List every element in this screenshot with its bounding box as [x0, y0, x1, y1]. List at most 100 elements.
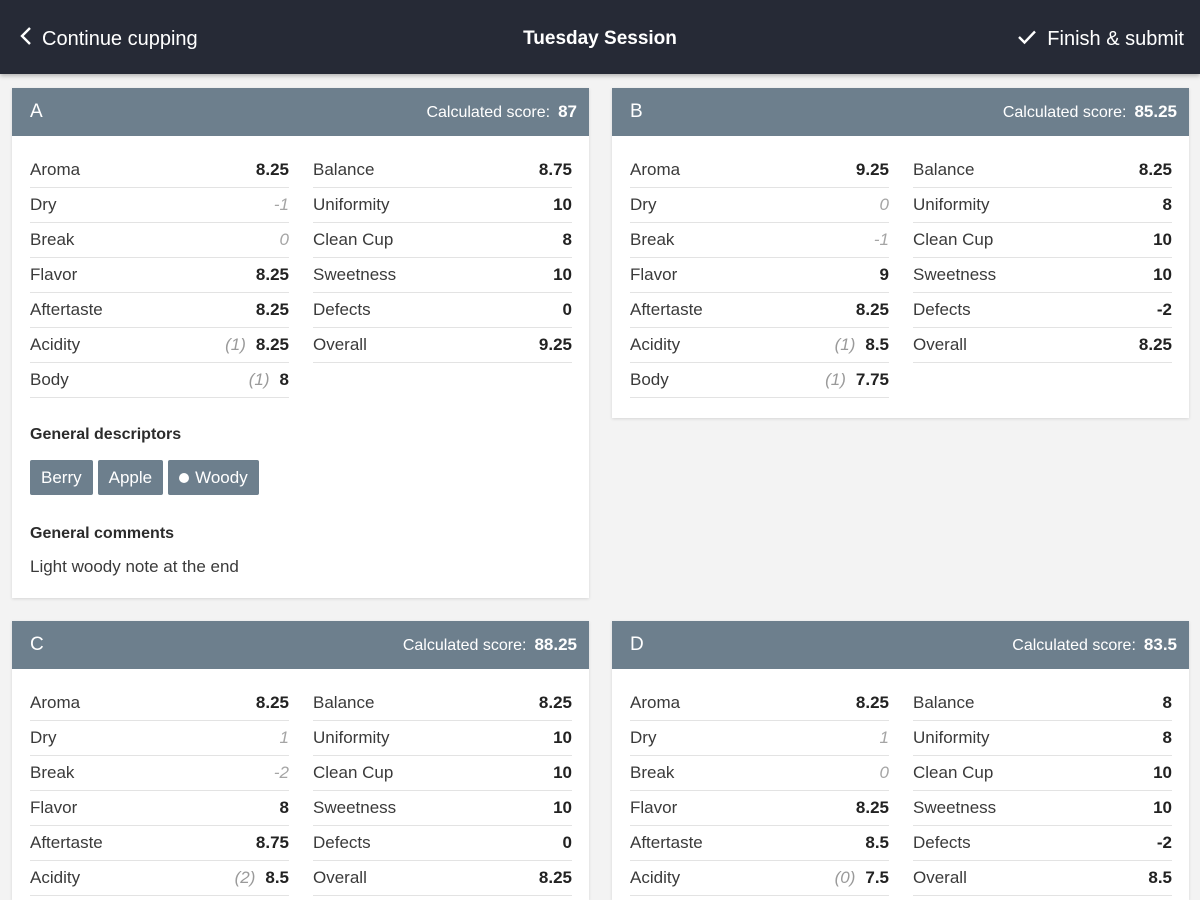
attribute-value: 8.25	[255, 693, 289, 712]
calculated-score: Calculated score: 88.25	[402, 635, 577, 654]
descriptor-tag-berry[interactable]: Berry	[30, 460, 93, 495]
attribute-row-aroma: Aroma 9.25	[630, 153, 889, 188]
attribute-row-sweetness: Sweetness 10	[913, 791, 1172, 826]
attribute-row-flavor: Flavor 8	[30, 791, 289, 826]
attribute-row-aroma: Aroma 8.25	[630, 686, 889, 721]
attribute-row-acidity: Acidity (0) 7.5	[630, 861, 889, 896]
attribute-row-sweetness: Sweetness 10	[313, 258, 572, 293]
attribute-value: 8.25	[255, 335, 289, 354]
attribute-row-overall: Overall 8.25	[313, 861, 572, 896]
attribute-value: -2	[273, 763, 289, 782]
attribute-value: 8.25	[255, 265, 289, 284]
sample-letter: B	[630, 101, 643, 122]
attribute-value: 8.25	[855, 693, 889, 712]
attribute-row-acidity: Acidity (2) 8.5	[30, 861, 289, 896]
attribute-row-balance: Balance 8.75	[313, 153, 572, 188]
attribute-row-sweetness: Sweetness 10	[913, 258, 1172, 293]
attribute-value: 8.5	[265, 868, 289, 887]
sample-card-header: B Calculated score: 85.25	[612, 88, 1189, 136]
attribute-column-left: Aroma 9.25 Dry 0 Break -1 Flavor 9 Aftertast…	[630, 153, 889, 398]
attribute-column-left: Aroma 8.25 Dry 1 Break 0 Flavor 8.25 Afterta…	[630, 686, 889, 896]
attribute-row-uniformity: Uniformity 8	[913, 721, 1172, 756]
attribute-row-defects: Defects 0	[313, 826, 572, 861]
attribute-column-right: Balance 8 Uniformity 8 Clean Cup 10 Sweetne…	[913, 686, 1172, 896]
continue-cupping-button[interactable]: Continue cupping	[20, 24, 198, 54]
attribute-value: 8	[279, 798, 289, 817]
attribute-row-clean-cup: Clean Cup 10	[913, 223, 1172, 258]
attribute-value: 0	[279, 230, 289, 249]
intensity-value: (1)	[248, 370, 270, 389]
calculated-score: Calculated score: 87	[426, 102, 577, 121]
attribute-row-uniformity: Uniformity 8	[913, 188, 1172, 223]
attribute-row-dry: Dry 1	[630, 721, 889, 756]
sample-letter: D	[630, 634, 644, 655]
sample-card-a[interactable]: A Calculated score: 87 Aroma 8.25 Dry -1 Br…	[12, 88, 589, 598]
attribute-row-uniformity: Uniformity 10	[313, 721, 572, 756]
attribute-value: 10	[553, 265, 572, 284]
finish-submit-button[interactable]: Finish & submit	[1017, 24, 1184, 54]
sample-card-d[interactable]: D Calculated score: 83.5 Aroma 8.25 Dry 1 B…	[612, 621, 1189, 900]
attribute-value: 10	[1153, 230, 1172, 249]
attribute-row-defects: Defects -2	[913, 826, 1172, 861]
attribute-row-defects: Defects 0	[313, 293, 572, 328]
attribute-row-aroma: Aroma 8.25	[30, 686, 289, 721]
attribute-value: 8.5	[865, 833, 889, 852]
general-descriptors-heading: General descriptors	[30, 426, 182, 443]
attribute-row-break: Break 0	[630, 756, 889, 791]
attribute-value: 8.5	[1148, 868, 1172, 887]
attribute-value: 10	[553, 763, 572, 782]
score-value: 87	[558, 102, 577, 121]
attribute-value: 9	[879, 265, 889, 284]
chevron-left-icon	[20, 26, 32, 52]
attribute-value: -2	[1156, 300, 1172, 319]
finish-submit-label: Finish & submit	[1047, 27, 1184, 50]
attribute-value: 1	[279, 728, 289, 747]
calculated-score: Calculated score: 83.5	[1012, 635, 1177, 654]
dot-icon	[179, 472, 190, 483]
attribute-row-body: Body (1) 8	[30, 363, 289, 398]
attribute-row-break: Break 0	[30, 223, 289, 258]
score-value: 88.25	[534, 635, 577, 654]
sample-card-b[interactable]: B Calculated score: 85.25 Aroma 9.25 Dry 0 …	[612, 88, 1189, 418]
attribute-value: 10	[553, 728, 572, 747]
attribute-row-flavor: Flavor 9	[630, 258, 889, 293]
intensity-value: (1)	[225, 335, 246, 354]
attribute-row-acidity: Acidity (1) 8.5	[630, 328, 889, 363]
attribute-row-clean-cup: Clean Cup 8	[313, 223, 572, 258]
attribute-column-right: Balance 8.25 Uniformity 8 Clean Cup 10 Swee…	[913, 153, 1172, 398]
attribute-value: 10	[1153, 798, 1172, 817]
attribute-value: 8	[279, 370, 289, 389]
attribute-row-flavor: Flavor 8.25	[630, 791, 889, 826]
attribute-value: 8.25	[1138, 160, 1172, 179]
general-comment-text: Light woody note at the end	[30, 557, 239, 576]
descriptor-tag-woody[interactable]: Woody	[168, 460, 259, 495]
attribute-value: 9.25	[538, 335, 572, 354]
attribute-row-flavor: Flavor 8.25	[30, 258, 289, 293]
sample-letter: A	[30, 101, 43, 122]
attribute-value: 8.25	[855, 798, 889, 817]
attribute-value: 8.25	[1138, 335, 1172, 354]
attribute-row-overall: Overall 9.25	[313, 328, 572, 363]
attribute-column-right: Balance 8.25 Uniformity 10 Clean Cup 10 Swe…	[313, 686, 572, 896]
attribute-row-dry: Dry -1	[30, 188, 289, 223]
attribute-row-dry: Dry 1	[30, 721, 289, 756]
score-value: 83.5	[1143, 635, 1177, 654]
attribute-value: 8	[1162, 728, 1172, 747]
attribute-row-aftertaste: Aftertaste 8.5	[630, 826, 889, 861]
attribute-row-balance: Balance 8.25	[913, 153, 1172, 188]
attribute-row-sweetness: Sweetness 10	[313, 791, 572, 826]
calculated-score: Calculated score: 85.25	[1002, 102, 1177, 121]
descriptor-tag-apple[interactable]: Apple	[97, 460, 164, 495]
attribute-value: 8.25	[538, 868, 572, 887]
attribute-value: -2	[1156, 833, 1172, 852]
attribute-row-aroma: Aroma 8.25	[30, 153, 289, 188]
attribute-row-acidity: Acidity (1) 8.25	[30, 328, 289, 363]
attribute-value: 10	[1153, 763, 1172, 782]
attribute-value: 0	[879, 763, 889, 782]
attribute-row-dry: Dry 0	[630, 188, 889, 223]
sample-card-c[interactable]: C Calculated score: 88.25 Aroma 8.25 Dry 1 …	[12, 621, 589, 900]
attribute-value: 10	[1153, 265, 1172, 284]
attribute-row-aftertaste: Aftertaste 8.75	[30, 826, 289, 861]
attribute-value: 8	[1162, 693, 1172, 712]
attribute-row-overall: Overall 8.25	[913, 328, 1172, 363]
